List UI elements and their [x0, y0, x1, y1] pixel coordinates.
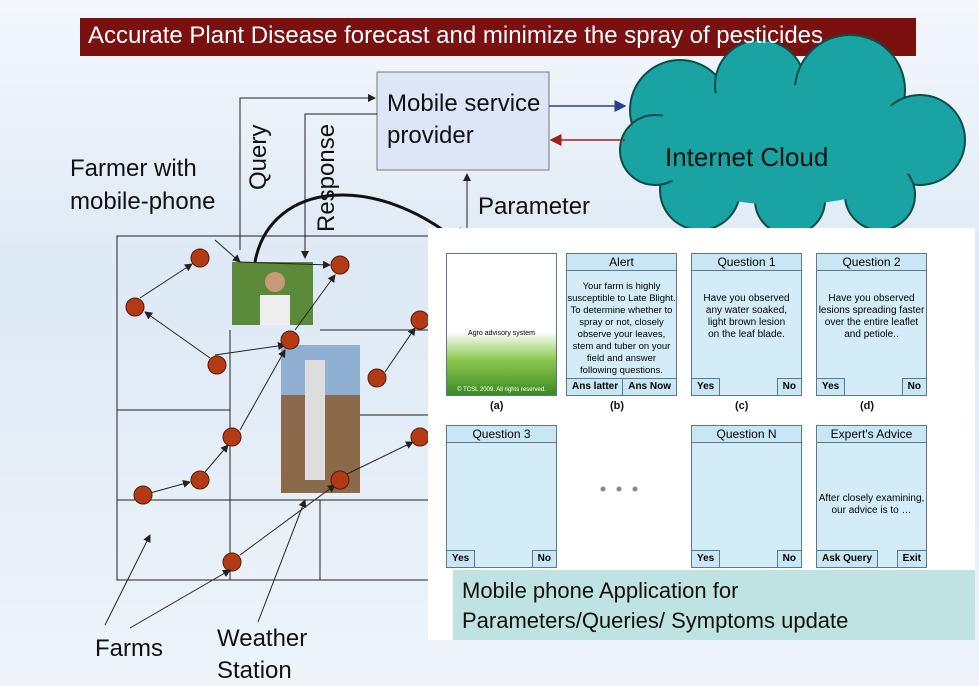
farmer-label: Farmer with [70, 155, 197, 183]
screen-text: following questions. [567, 365, 676, 377]
screen-caption: (b) [610, 400, 624, 412]
screen-text: our advice is to … [817, 505, 926, 517]
screen-body [692, 443, 801, 493]
screen-button: Exit [897, 550, 926, 567]
screen-body: Agro advisory system [447, 254, 556, 340]
screen-text: and petiole.. [817, 329, 926, 341]
screen-footer: © TCSL 2009. All rights reserved. [447, 387, 556, 393]
screen-text: Have you observed [817, 293, 926, 305]
title: Accurate Plant Disease forecast and mini… [88, 22, 823, 50]
phone-screen: Question N Yes No [691, 425, 802, 568]
screen-button: No [902, 378, 926, 395]
screen-button: Ask Query [817, 550, 878, 567]
screen-title: Expert's Advice [817, 426, 926, 443]
provider-box [377, 72, 549, 170]
screen-text: spray or not, closely [567, 317, 676, 329]
screen-title: Alert [567, 254, 676, 271]
cloud-label: Internet Cloud [665, 142, 828, 173]
screen-button: Yes [817, 378, 845, 395]
screen-button: No [777, 378, 801, 395]
screen-text: susceptible to Late Blight. [567, 293, 676, 305]
screen-text: stem and tuber on your [567, 341, 676, 353]
screen-title: Question N [692, 426, 801, 443]
screen-button: No [532, 550, 556, 567]
weather-label: Weather [217, 625, 307, 653]
screen-button: Yes [692, 550, 720, 567]
screen-text: any water soaked, [692, 305, 801, 317]
parameter-label: Parameter [478, 193, 590, 221]
provider-label: Mobile service [387, 90, 540, 118]
screen-text: over the entire leaflet [817, 317, 926, 329]
cloud [620, 35, 965, 235]
screen-text: observe your leaves, [567, 329, 676, 341]
provider-label: provider [387, 122, 474, 150]
screen-caption: (a) [490, 400, 503, 412]
app-caption: Parameters/Queries/ Symptoms update [462, 608, 848, 634]
response-label: Response [313, 124, 341, 232]
phone-screen: Question 3 Yes No [446, 425, 557, 568]
screen-caption: (d) [860, 400, 874, 412]
screen-text: on the leaf blade. [692, 329, 801, 341]
screen-body: After closely examining,our advice is to… [817, 443, 926, 517]
screen-caption: (c) [735, 400, 748, 412]
screen-text: Have you observed [692, 293, 801, 305]
screen-text: After closely examining, [817, 493, 926, 505]
farmer-label: mobile-phone [70, 188, 215, 216]
screen-button: Ans latter [567, 378, 624, 395]
weather-label: Station [217, 657, 292, 685]
screen-text: field and answer [567, 353, 676, 365]
screen-title: Question 3 [447, 426, 556, 443]
screen-text: lesions spreading faster [817, 305, 926, 317]
screen-text: Agro advisory system [447, 328, 556, 340]
screen-button: Ans Now [622, 378, 676, 395]
screen-body [447, 443, 556, 493]
screen-title: Question 2 [817, 254, 926, 271]
screen-button: Yes [447, 550, 475, 567]
screen-text: Your farm is highly [567, 281, 676, 293]
screen-button: Yes [692, 378, 720, 395]
farms-label: Farms [95, 635, 163, 663]
screen-button: No [777, 550, 801, 567]
screen-text: light brown lesion [692, 317, 801, 329]
screen-text: To determine whether to [567, 305, 676, 317]
query-label: Query [245, 125, 273, 190]
phone-screen: Agro advisory system © TCSL 2009. All rig… [446, 253, 557, 396]
app-caption: Mobile phone Application for [462, 578, 738, 604]
diagram: Accurate Plant Disease forecast and mini… [0, 0, 979, 686]
screen-title: Question 1 [692, 254, 801, 271]
